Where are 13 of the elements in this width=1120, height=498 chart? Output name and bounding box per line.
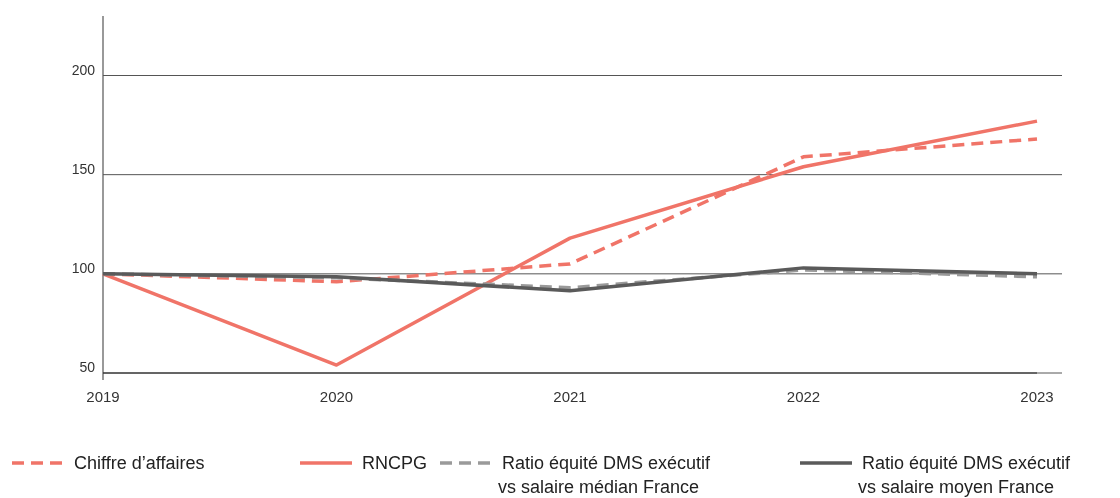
legend-label: RNCPG [362, 453, 428, 473]
x-tick-label: 2022 [786, 388, 821, 405]
y-tick-label: 150 [71, 160, 96, 177]
x-tick-label: 2019 [86, 388, 120, 405]
y-tick-label: 200 [71, 61, 96, 78]
legend-label: Chiffre d’affaires [74, 453, 205, 473]
y-tick-label: 100 [71, 259, 96, 276]
legend-label: Ratio équité DMS exécutif vs salaire moyen France [858, 453, 1072, 497]
x-tick-label: 2021 [553, 388, 587, 405]
y-tick-label: 50 [79, 359, 96, 375]
x-tick-label: 2020 [319, 388, 354, 405]
legend-label: Ratio équité DMS exécutif vs salaire médian France [498, 453, 712, 497]
x-tick-label: 2023 [1020, 388, 1054, 405]
